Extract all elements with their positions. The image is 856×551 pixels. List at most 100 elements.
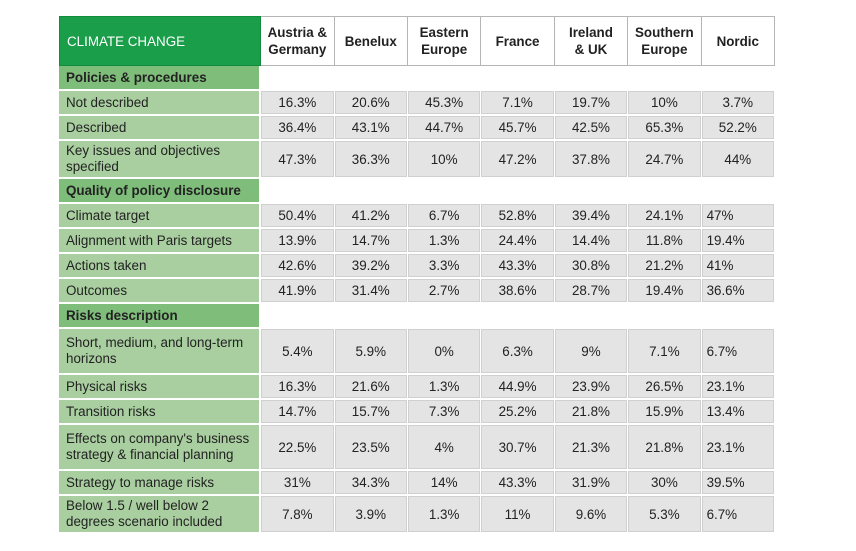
- table-cell: 6.7%: [701, 329, 775, 375]
- table-cell: 47.2%: [481, 141, 555, 179]
- column-header-line: & UK: [574, 42, 608, 57]
- table-cell: 31%: [261, 471, 335, 496]
- table-cell: 52.8%: [481, 204, 555, 229]
- table-cell: 19.4%: [628, 279, 702, 304]
- section-spacer: [261, 304, 775, 329]
- section-row: Risks description: [59, 304, 775, 329]
- table-cell: 45.3%: [407, 91, 482, 116]
- table-cell: 10%: [628, 91, 702, 116]
- section-spacer: [261, 66, 775, 91]
- section-title: Quality of policy disclosure: [59, 179, 262, 204]
- table-cell: 23.5%: [334, 425, 408, 471]
- table-cell: 30.8%: [554, 254, 629, 279]
- table-cell: 43.3%: [481, 254, 555, 279]
- table-cell: 21.2%: [628, 254, 702, 279]
- table-cell: 42.5%: [554, 116, 629, 141]
- table-cell: 34.3%: [334, 471, 408, 496]
- table-cell: 7.1%: [481, 91, 555, 116]
- table-cell: 23.1%: [701, 425, 775, 471]
- column-header-ireland-uk: Ireland & UK: [554, 16, 629, 66]
- column-header-nordic: Nordic: [701, 16, 775, 66]
- row-label: Alignment with Paris targets: [59, 229, 262, 254]
- table-cell: 11%: [481, 496, 555, 534]
- table-cell: 5.4%: [261, 329, 335, 375]
- table-cell: 45.7%: [481, 116, 555, 141]
- table-cell: 21.3%: [554, 425, 629, 471]
- table-row: Strategy to manage risks 31% 34.3% 14% 43.3%…: [59, 471, 775, 496]
- row-label: Short, medium, and long-term horizons: [59, 329, 262, 375]
- column-header-line: Europe: [421, 42, 468, 57]
- table-cell: 24.7%: [628, 141, 702, 179]
- table-cell: 31.4%: [334, 279, 408, 304]
- table-cell: 43.3%: [481, 471, 555, 496]
- table-cell: 19.7%: [554, 91, 629, 116]
- table-cell: 0%: [407, 329, 482, 375]
- table-cell: 31.9%: [554, 471, 629, 496]
- row-label: Outcomes: [59, 279, 262, 304]
- table-cell: 22.5%: [261, 425, 335, 471]
- table-cell: 5.9%: [334, 329, 408, 375]
- table-cell: 24.4%: [481, 229, 555, 254]
- table-cell: 30%: [628, 471, 702, 496]
- table-cell: 21.6%: [334, 375, 408, 400]
- table-cell: 26.5%: [628, 375, 702, 400]
- row-label: Effects on company's business strategy &…: [59, 425, 262, 471]
- table-cell: 11.8%: [628, 229, 702, 254]
- table-cell: 13.4%: [701, 400, 775, 425]
- table-cell: 6.3%: [481, 329, 555, 375]
- section-row: Quality of policy disclosure: [59, 179, 775, 204]
- row-label: Physical risks: [59, 375, 262, 400]
- table-cell: 10%: [407, 141, 482, 179]
- table-cell: 39.4%: [554, 204, 629, 229]
- row-label: Actions taken: [59, 254, 262, 279]
- table-row: Short, medium, and long-term horizons 5.4…: [59, 329, 775, 375]
- column-header-southern-europe: Southern Europe: [628, 16, 702, 66]
- table-cell: 36.3%: [334, 141, 408, 179]
- table-cell: 20.6%: [334, 91, 408, 116]
- table-cell: 4%: [407, 425, 482, 471]
- table-cell: 1.3%: [407, 496, 482, 534]
- table-cell: 41%: [701, 254, 775, 279]
- table-cell: 15.9%: [628, 400, 702, 425]
- row-label: Strategy to manage risks: [59, 471, 262, 496]
- section-spacer: [261, 179, 775, 204]
- table-cell: 25.2%: [481, 400, 555, 425]
- table-cell: 3.3%: [407, 254, 482, 279]
- table-cell: 16.3%: [261, 375, 335, 400]
- table-cell: 23.1%: [701, 375, 775, 400]
- table-cell: 15.7%: [334, 400, 408, 425]
- table-title: CLIMATE CHANGE: [59, 16, 262, 66]
- table-cell: 41.2%: [334, 204, 408, 229]
- table-cell: 50.4%: [261, 204, 335, 229]
- table-cell: 21.8%: [554, 400, 629, 425]
- table-row: Actions taken 42.6% 39.2% 3.3% 43.3% 30.8% 21.…: [59, 254, 775, 279]
- table-cell: 1.3%: [407, 229, 482, 254]
- row-label: Not described: [59, 91, 262, 116]
- table-cell: 16.3%: [261, 91, 335, 116]
- row-label: Climate target: [59, 204, 262, 229]
- table-cell: 7.3%: [407, 400, 482, 425]
- table-row: Key issues and objectives specified 47.3%…: [59, 141, 775, 179]
- column-header-line: Germany: [268, 42, 327, 57]
- column-header-benelux: Benelux: [334, 16, 408, 66]
- column-header-line: Eastern: [419, 25, 469, 40]
- table-cell: 6.7%: [701, 496, 775, 534]
- table-cell: 44.9%: [481, 375, 555, 400]
- table-cell: 41.9%: [261, 279, 335, 304]
- column-header-austria-germany: Austria & Germany: [261, 16, 335, 66]
- table-cell: 52.2%: [701, 116, 775, 141]
- table-row: Described 36.4% 43.1% 44.7% 45.7% 42.5% 65.3% 5…: [59, 116, 775, 141]
- table-cell: 43.1%: [334, 116, 408, 141]
- table-cell: 7.8%: [261, 496, 335, 534]
- table-cell: 13.9%: [261, 229, 335, 254]
- table-cell: 14.4%: [554, 229, 629, 254]
- table-cell: 3.7%: [701, 91, 775, 116]
- table-cell: 2.7%: [407, 279, 482, 304]
- table-cell: 9.6%: [554, 496, 629, 534]
- table-cell: 6.7%: [407, 204, 482, 229]
- table-row: Alignment with Paris targets 13.9% 14.7% 1.…: [59, 229, 775, 254]
- column-header-france: France: [481, 16, 555, 66]
- table-row: Physical risks 16.3% 21.6% 1.3% 44.9% 23.9% 26…: [59, 375, 775, 400]
- table-row: Outcomes 41.9% 31.4% 2.7% 38.6% 28.7% 19.4% 36.…: [59, 279, 775, 304]
- column-header-line: France: [495, 33, 540, 49]
